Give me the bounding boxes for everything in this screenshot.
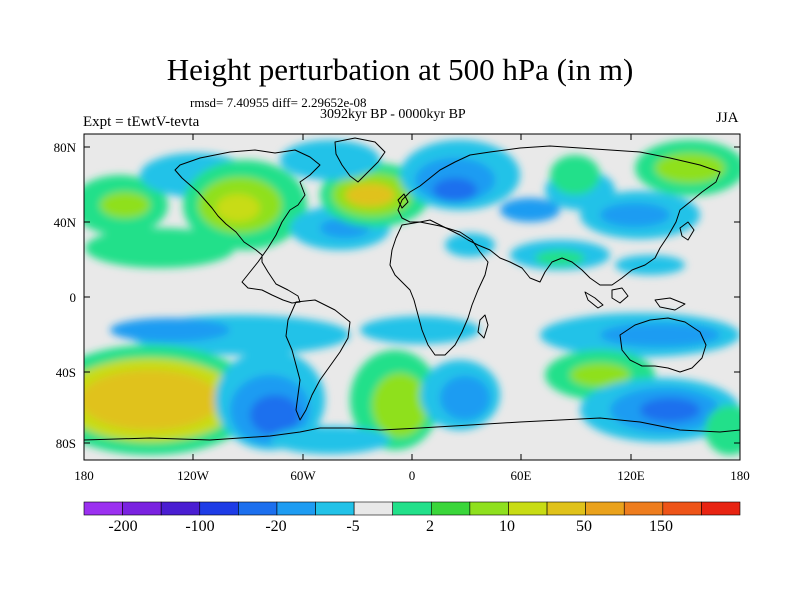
lon-label: 120E bbox=[617, 468, 645, 483]
colorbar-label: 2 bbox=[426, 518, 434, 535]
lat-label: 40S bbox=[55, 365, 76, 380]
colorbar-label: -5 bbox=[346, 518, 360, 535]
colorbar-swatch bbox=[469, 501, 509, 516]
coastline-uk bbox=[397, 193, 409, 209]
lat-label: 80N bbox=[53, 140, 76, 155]
lon-label: 60E bbox=[510, 468, 532, 483]
lat-label: 80S bbox=[55, 436, 76, 451]
colorbar-label: -100 bbox=[185, 518, 215, 535]
colorbar-swatch bbox=[430, 501, 471, 516]
coastline-japan bbox=[679, 221, 695, 241]
colorbar-swatch bbox=[353, 501, 394, 516]
lon-label: 60W bbox=[290, 468, 316, 483]
colorbar-swatch bbox=[585, 501, 625, 516]
colorbar-swatch bbox=[508, 501, 548, 516]
colorbar-swatch bbox=[122, 501, 162, 516]
colorbar-swatch bbox=[623, 501, 664, 516]
axis-ticks bbox=[83, 134, 741, 460]
colorbar-swatch bbox=[160, 501, 201, 516]
lon-label: 0 bbox=[408, 468, 416, 483]
colorbar-swatch bbox=[701, 501, 741, 516]
colorbar-label: 10 bbox=[499, 518, 515, 535]
lat-label: 40N bbox=[53, 215, 76, 230]
colorbar-swatch bbox=[315, 501, 355, 516]
coastline-new-guinea bbox=[654, 297, 686, 311]
colorbar-label: 150 bbox=[649, 518, 673, 535]
coastline-madagascar bbox=[477, 314, 489, 339]
colorbar-swatch bbox=[392, 501, 432, 516]
colorbar-label: 50 bbox=[576, 518, 592, 535]
colorbar-swatch bbox=[662, 501, 702, 516]
coastline-borneo bbox=[611, 287, 629, 304]
experiment-label: Expt = tEwtV-tevta bbox=[83, 114, 200, 130]
coastline-south-america bbox=[285, 299, 351, 421]
lat-label: 0 bbox=[69, 290, 77, 305]
colorbar-label: -200 bbox=[108, 518, 138, 535]
colorbar-swatch bbox=[276, 501, 316, 516]
colorbar-swatch bbox=[199, 501, 239, 516]
coastline-sumatra bbox=[584, 291, 604, 309]
coastline-africa bbox=[389, 221, 489, 356]
stats-text: rmsd= 7.40955 diff= 2.29652e-08 bbox=[190, 95, 367, 110]
coastline-eurasia bbox=[397, 145, 721, 286]
figure-title: Height perturbation at 500 hPa (in m) bbox=[166, 52, 634, 87]
colorbar-label: -20 bbox=[265, 518, 287, 535]
lon-label: 180 bbox=[74, 468, 94, 483]
lon-label: 120W bbox=[177, 468, 209, 483]
coastline-north-america bbox=[174, 149, 321, 304]
coastline-greenland bbox=[334, 137, 386, 183]
contour-field bbox=[84, 134, 740, 460]
period-text: 3092kyr BP - 0000kyr BP bbox=[320, 107, 466, 122]
colorbar bbox=[83, 501, 741, 516]
coastline-australia bbox=[619, 317, 707, 373]
colorbar-swatch bbox=[546, 501, 586, 516]
colorbar-swatch bbox=[83, 501, 123, 516]
coastline-antarctica bbox=[84, 417, 740, 441]
contour-bands bbox=[84, 140, 740, 455]
lon-label: 180 bbox=[730, 468, 750, 483]
coastlines bbox=[84, 137, 740, 441]
colorbar-swatch bbox=[238, 501, 278, 516]
season-label: JJA bbox=[716, 110, 739, 126]
